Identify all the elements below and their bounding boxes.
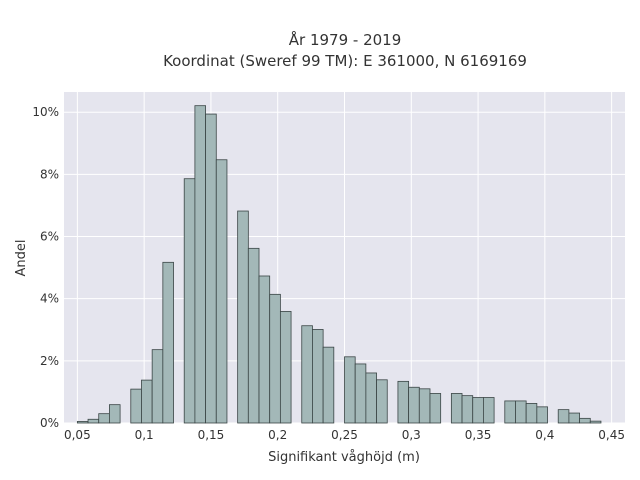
histogram-bar	[76, 421, 89, 424]
histogram-bar	[183, 178, 196, 424]
y-axis-ticks: 0% 2% 4% 6% 8% 10%	[32, 105, 59, 430]
histogram-bar	[87, 418, 100, 424]
y-tick-label: 6%	[40, 230, 59, 244]
histogram-bar	[483, 397, 495, 424]
histogram-bar	[397, 380, 410, 424]
histogram-bar	[536, 406, 548, 424]
histogram-bar	[215, 159, 228, 424]
y-tick-label: 8%	[40, 167, 59, 181]
histogram-bar	[109, 404, 121, 424]
x-tick-label: 0,45	[598, 428, 625, 442]
histogram-bar	[130, 388, 142, 424]
histogram-bar	[279, 311, 292, 424]
x-tick-label: 0,4	[535, 428, 554, 442]
histogram-bar	[418, 388, 431, 424]
histogram-bar	[429, 393, 442, 424]
histogram-bar	[504, 400, 516, 424]
histogram-bar	[301, 325, 313, 424]
histogram-bar	[205, 113, 217, 424]
histogram-bar	[568, 412, 580, 424]
x-tick-label: 0,3	[402, 428, 421, 442]
histogram-bar	[557, 409, 570, 424]
histogram-bar	[237, 210, 249, 424]
histogram-bar	[515, 400, 527, 424]
y-axis-label: Andel	[14, 240, 29, 277]
histogram-bar	[589, 420, 602, 424]
histogram-bar	[162, 261, 174, 424]
histogram-bar	[98, 413, 110, 424]
x-tick-label: 0,35	[465, 428, 492, 442]
y-tick-label: 0%	[40, 416, 59, 430]
y-tick-label: 2%	[40, 354, 59, 368]
chart-title-line-1: År 1979 - 2019	[289, 30, 402, 49]
histogram-bar	[579, 417, 591, 424]
x-tick-label: 0,25	[331, 428, 358, 442]
x-tick-label: 0,2	[268, 428, 287, 442]
histogram-bars	[76, 105, 602, 424]
histogram-bar	[322, 346, 335, 424]
histogram-bar	[269, 293, 281, 424]
chart-title-line-2: Koordinat (Sweref 99 TM): E 361000, N 61…	[163, 52, 527, 70]
x-tick-label: 0,05	[64, 428, 91, 442]
histogram-bar	[525, 403, 538, 424]
histogram-bar	[450, 393, 463, 424]
histogram-bar	[151, 349, 164, 424]
histogram-bar	[312, 329, 324, 424]
y-tick-label: 10%	[32, 105, 59, 119]
x-tick-label: 0,1	[135, 428, 154, 442]
histogram-bar	[258, 275, 271, 424]
histogram-bar	[408, 386, 420, 424]
histogram-bar	[247, 247, 260, 424]
histogram-bar	[376, 379, 388, 424]
histogram-bar	[344, 356, 356, 424]
x-tick-label: 0,15	[198, 428, 225, 442]
y-tick-label: 4%	[40, 292, 59, 306]
x-axis-label: Signifikant våghöjd (m)	[268, 450, 420, 465]
x-axis-ticks: 0,05 0,1 0,15 0,2 0,25 0,3 0,35 0,4 0,45	[64, 428, 625, 442]
histogram-bar	[141, 379, 153, 424]
chart-title: År 1979 - 2019 Koordinat (Sweref 99 TM):…	[163, 30, 527, 70]
histogram-bar	[472, 397, 484, 424]
histogram-bar	[461, 395, 474, 424]
histogram-bar	[194, 105, 206, 424]
histogram-bar	[354, 363, 367, 424]
histogram-bar	[365, 372, 377, 424]
